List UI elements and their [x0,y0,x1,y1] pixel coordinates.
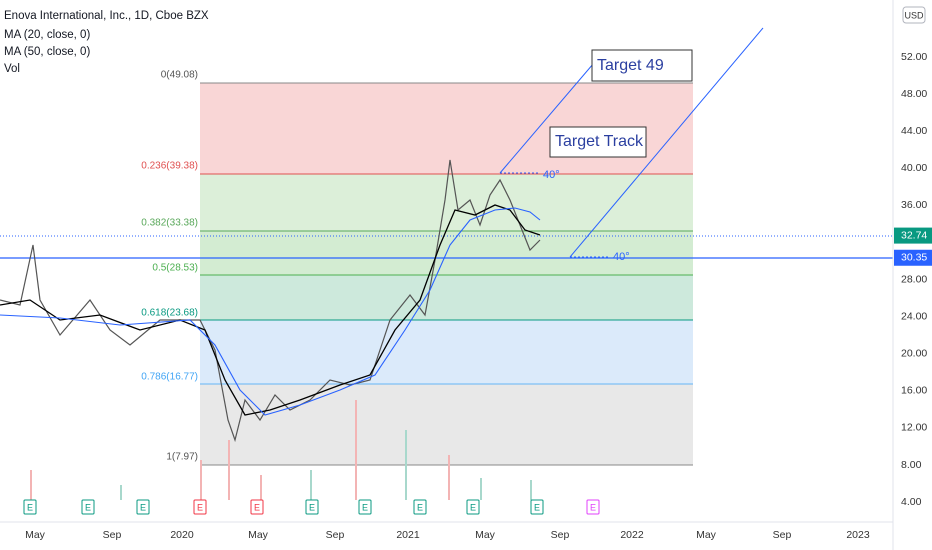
earnings-marker [250,499,264,515]
earnings-label: E [27,502,33,512]
price-tick-label: 48.00 [901,88,927,100]
time-tick-label: 2021 [396,529,420,541]
earnings-marker [81,499,95,515]
fib-label: 0.618(23.68) [141,308,198,319]
time-tick-label: Sep [773,529,792,541]
earnings-label: E [470,502,476,512]
angle-label: 40° [613,251,630,263]
time-tick-label: 2023 [846,529,870,541]
price-tick-label: 44.00 [901,125,927,137]
earnings-marker [305,499,319,515]
price-tag [894,249,932,266]
volume [120,430,532,500]
time-tick-label: 2020 [170,529,194,541]
fib-lines [200,82,693,466]
earnings-label: E [417,502,423,512]
earnings-label: E [85,502,91,512]
earnings-marker [358,499,372,515]
fib-zone [200,275,693,320]
price-tick-label: 52.00 [901,51,927,63]
earnings-marker [530,499,544,515]
fib-zone [200,174,693,231]
ma50 [0,207,541,416]
trend-line [499,49,606,174]
earnings-label: E [197,502,203,512]
currency-button[interactable] [902,6,926,24]
symbol-title: Enova International, Inc., 1D, Cboe BZX [4,10,209,22]
annotation-box [591,49,693,82]
fib-label: 0.786(16.77) [141,372,198,383]
price-tick-label: 24.00 [901,310,927,322]
earnings-marker [466,499,480,515]
time-tick-label: May [25,529,46,541]
earnings-marker [413,499,427,515]
volume [30,400,450,500]
earnings-label: E [534,502,540,512]
earnings-marker [193,499,207,515]
angle-label: 40° [543,169,560,181]
earnings-label: E [309,502,315,512]
price-tick-label: 40.00 [901,162,927,174]
earnings-label: E [254,502,260,512]
indicator: MA (20, close, 0) [4,29,90,41]
price-tag [894,227,932,244]
time-tick-label: 2022 [620,529,644,541]
time-tick-label: May [696,529,717,541]
earnings-label: E [590,502,596,512]
fib-zone [200,320,693,384]
indicator: Vol [4,63,20,75]
trend-line [569,27,764,258]
earnings-marker [136,499,150,515]
annotation: Target 49 [597,57,664,74]
currency: USD [904,10,924,20]
earnings-label: E [140,502,146,512]
price-tick-label: 28.00 [901,273,927,285]
time-tick-label: May [475,529,496,541]
fib-label: 1(7.97) [166,452,198,463]
price-tick-label: 16.00 [901,385,927,397]
time-tick-label: Sep [103,529,122,541]
fib-label: 0.382(33.38) [141,218,198,229]
price-tick-label: 20.00 [901,348,927,360]
price [0,159,541,443]
fib-label: 0(49.08) [161,70,198,81]
time-tick-label: May [248,529,269,541]
price-tick-label: 12.00 [901,422,927,434]
earnings-marker [586,499,600,515]
time-tick-label: Sep [551,529,570,541]
time-tick-label: Sep [326,529,345,541]
fib-label: 0.236(39.38) [141,161,198,172]
price-tag-label: 32.74 [901,229,927,241]
price-tick-label: 8.00 [901,459,922,471]
fib-zone [200,384,693,465]
fib-label: 0.5(28.53) [152,263,198,274]
earnings-label: E [362,502,368,512]
indicator: MA (50, close, 0) [4,46,90,58]
price-tick-label: 36.00 [901,199,927,211]
annotation: Target Track [555,133,644,150]
price-tick-label: 4.00 [901,496,922,508]
price-tag-label: 30.35 [901,252,927,264]
ma20 [0,204,541,416]
earnings-marker [23,499,37,515]
annotation-box [549,126,647,158]
